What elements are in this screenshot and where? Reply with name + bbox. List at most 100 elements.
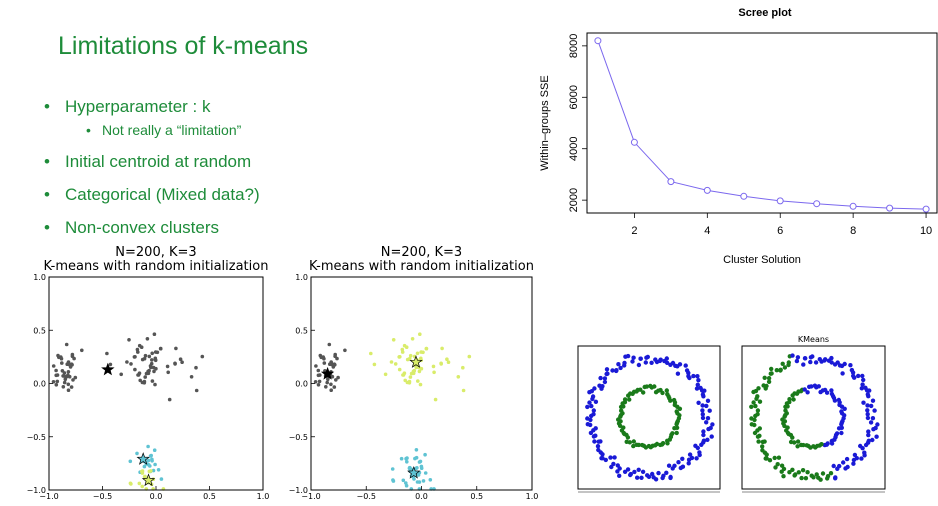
data-point (814, 472, 819, 477)
x-tick-label: −1.0 (39, 492, 58, 501)
data-point (802, 356, 808, 361)
data-point (839, 422, 844, 427)
data-point (318, 373, 322, 377)
data-point (415, 480, 420, 484)
data-point (660, 475, 665, 481)
data-point (753, 388, 759, 394)
data-point (156, 468, 161, 472)
data-point (706, 426, 711, 432)
data-point (756, 386, 761, 391)
data-point (666, 463, 672, 468)
data-point (369, 351, 373, 356)
data-point (322, 356, 326, 361)
data-point (870, 437, 875, 443)
data-point (859, 386, 864, 391)
data-point (870, 416, 876, 421)
data-point (329, 382, 333, 387)
data-point (418, 459, 423, 464)
data-point (401, 478, 406, 483)
data-point (844, 456, 850, 462)
data-point (656, 470, 661, 476)
data-point (322, 361, 327, 365)
data-point (139, 345, 144, 350)
data-point (638, 387, 643, 392)
sub-bullet-item: Not really a “limitation” (44, 121, 260, 139)
data-point (591, 412, 596, 417)
data-point (872, 408, 877, 413)
data-point (66, 382, 71, 387)
data-point (798, 442, 804, 448)
data-point (153, 462, 157, 467)
data-point (763, 456, 768, 461)
data-point (135, 347, 140, 352)
data-point (842, 406, 847, 411)
data-point (787, 397, 792, 402)
data-point (816, 384, 821, 389)
data-point (418, 382, 423, 387)
data-point (146, 463, 151, 467)
x-tick-label: −1.0 (301, 492, 320, 501)
data-point (615, 463, 620, 468)
data-point (335, 356, 339, 361)
data-point (866, 432, 871, 438)
data-point (835, 466, 840, 471)
data-point (142, 464, 147, 469)
scree-point (886, 204, 894, 212)
data-point (850, 370, 856, 375)
data-point (319, 355, 324, 360)
data-point (875, 422, 880, 427)
data-point (664, 388, 669, 393)
data-point (398, 355, 402, 359)
data-point (119, 372, 123, 377)
data-point (166, 370, 170, 375)
scree-point (630, 138, 638, 146)
data-point (142, 356, 147, 361)
data-point (128, 459, 133, 464)
data-point (701, 432, 706, 438)
data-point (391, 338, 396, 342)
data-point (842, 361, 847, 367)
data-point (710, 422, 715, 427)
centroid-star (101, 362, 115, 376)
data-point (796, 470, 801, 475)
x-axis-label: Cluster Solution (723, 254, 801, 266)
data-point (686, 457, 692, 462)
data-point (66, 373, 70, 378)
data-point (794, 358, 800, 364)
data-point (592, 439, 597, 444)
data-point (146, 444, 150, 449)
data-point (822, 442, 827, 448)
data-point (760, 444, 765, 449)
data-point (658, 357, 663, 362)
data-point (155, 350, 160, 355)
data-point (596, 439, 601, 444)
data-point (70, 352, 75, 357)
data-point (766, 379, 772, 384)
data-point (672, 426, 677, 431)
data-point (705, 398, 711, 403)
data-point (863, 442, 869, 448)
data-point (137, 371, 142, 376)
data-point (687, 375, 692, 381)
data-point (829, 355, 834, 361)
data-point (408, 375, 413, 379)
data-point (680, 456, 685, 461)
y-tick-label: −1.0 (27, 486, 46, 495)
data-point (683, 363, 688, 368)
data-point (178, 357, 183, 362)
data-point (805, 390, 810, 395)
y-tick-label: 0.0 (295, 380, 308, 389)
data-point (408, 353, 413, 358)
data-point (773, 465, 778, 470)
data-point (866, 394, 871, 399)
data-point (799, 475, 804, 481)
data-point (630, 359, 635, 364)
data-point (779, 463, 785, 468)
data-point (631, 355, 636, 360)
data-point (404, 483, 409, 488)
data-point (80, 348, 84, 353)
data-point (644, 384, 649, 389)
data-point (150, 379, 155, 383)
